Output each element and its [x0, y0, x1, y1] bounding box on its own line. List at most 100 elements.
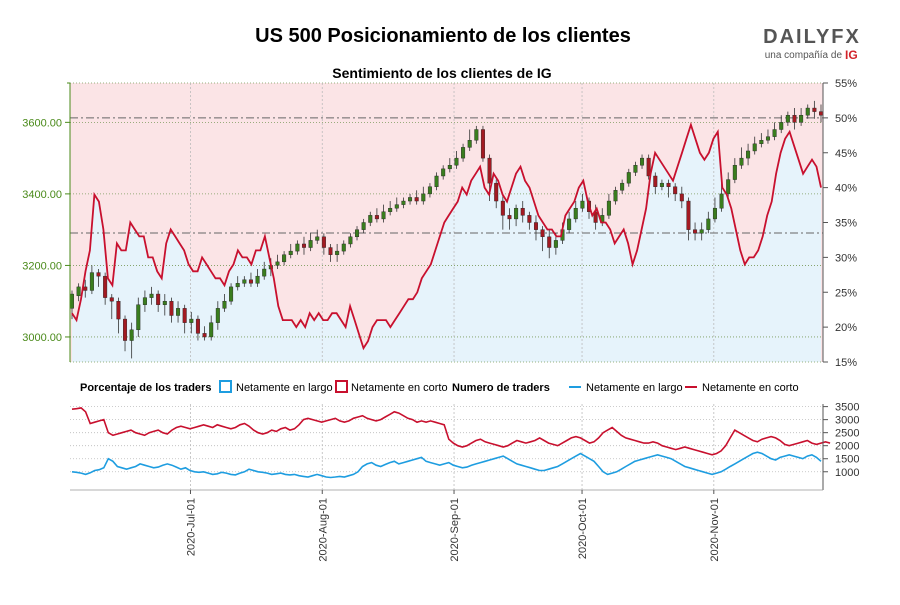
- x-tick-label: 2020-Jul-01: [185, 498, 197, 556]
- pct-tick-label: 40%: [835, 183, 857, 195]
- candle-body: [613, 190, 618, 202]
- candle-body: [222, 300, 227, 309]
- candle-body: [129, 329, 134, 341]
- traders-tick-label: 1000: [835, 467, 859, 479]
- candle-body: [295, 243, 300, 252]
- x-tick-label: 2020-Nov-01: [709, 498, 721, 562]
- candle-body: [301, 243, 306, 248]
- candle-body: [368, 215, 373, 223]
- candle-body: [123, 318, 128, 341]
- candle-body: [255, 275, 260, 284]
- candle-body: [765, 136, 770, 141]
- candle-body: [242, 279, 247, 284]
- x-tick-label: 2020-Sep-01: [449, 498, 461, 562]
- legend-label-long-count: Netamente en largo: [586, 382, 683, 394]
- candle-body: [706, 218, 711, 230]
- candle-body: [89, 272, 94, 291]
- x-tick-label: 2020-Oct-01: [577, 498, 589, 559]
- candle-body: [401, 200, 406, 205]
- pct-tick-label: 35%: [835, 218, 857, 230]
- candle-body: [388, 207, 393, 212]
- candle-body: [70, 293, 74, 309]
- candle-body: [553, 240, 558, 248]
- candle-body: [447, 165, 452, 170]
- candle-body: [461, 147, 466, 159]
- candle-body: [679, 193, 684, 202]
- candle-body: [739, 157, 744, 166]
- candle-body: [805, 107, 810, 116]
- candle-body: [752, 143, 757, 152]
- brand-tagline: una compañía de: [765, 50, 843, 61]
- candle-body: [454, 157, 459, 166]
- candle-body: [792, 114, 797, 123]
- pct-tick-label: 45%: [835, 148, 857, 160]
- candle-body: [209, 322, 214, 338]
- sentiment-line: [71, 121, 822, 351]
- pct-tick-label: 50%: [835, 113, 857, 125]
- candle-body: [421, 193, 426, 202]
- traders-short-line: [71, 407, 831, 456]
- candle-body: [202, 333, 207, 338]
- candle-body: [480, 129, 485, 159]
- traders-tick-label: 2000: [835, 441, 859, 453]
- candle-body: [215, 308, 220, 323]
- candle-body: [434, 175, 439, 187]
- chart-subtitle: Sentimiento de los clientes de IG: [332, 65, 551, 81]
- candle-body: [520, 207, 525, 216]
- candle-body: [328, 247, 333, 255]
- candle-body: [408, 197, 413, 202]
- candle-body: [315, 236, 320, 241]
- legend-label-short-pct: Netamente en corto: [351, 382, 448, 394]
- candle-body: [494, 182, 499, 202]
- legend-label-short-count: Netamente en corto: [702, 382, 799, 394]
- candle-body: [116, 300, 121, 320]
- candle-body: [580, 200, 585, 209]
- traders-tick-label: 3000: [835, 415, 859, 427]
- candle-body: [732, 165, 737, 180]
- brand-name: DAILYFX: [763, 26, 861, 48]
- legend-swatch-long-pct: [219, 380, 232, 393]
- price-tick-label: 3000.00: [22, 332, 62, 344]
- candle-body: [361, 222, 366, 230]
- pct-tick-label: 25%: [835, 287, 857, 299]
- candle-body: [381, 211, 386, 220]
- traders-long-line: [71, 451, 822, 479]
- candle-body: [142, 297, 147, 305]
- candle-body: [633, 165, 638, 173]
- candle-body: [182, 308, 187, 323]
- legend-title-percentage: Porcentaje de los traders: [80, 382, 211, 394]
- candle-body: [726, 179, 731, 195]
- candle-body: [640, 157, 645, 166]
- chart-title: US 500 Posicionamiento de los clientes: [255, 25, 631, 47]
- legend-swatch-short-pct: [335, 380, 348, 393]
- candle-body: [83, 286, 88, 291]
- candle-body: [799, 114, 804, 123]
- candle-body: [719, 193, 724, 209]
- candle-body: [785, 114, 790, 123]
- candle-body: [772, 129, 777, 137]
- candle-body: [653, 175, 658, 187]
- candle-body: [712, 207, 717, 220]
- pct-tick-label: 55%: [835, 78, 857, 90]
- candle-body: [812, 107, 817, 112]
- traders-tick-label: 1500: [835, 454, 859, 466]
- main-panel: 3000.00 3200.00 3400.00 3600.00 15% 20% 25% 30%…: [22, 78, 857, 369]
- candle-body: [156, 293, 161, 305]
- candle-body: [394, 204, 399, 209]
- pct-tick-label: 20%: [835, 322, 857, 334]
- candle-body: [626, 172, 631, 184]
- traders-tick-label: 2500: [835, 428, 859, 440]
- candle-body: [819, 111, 823, 116]
- x-tick-label: 2020-Aug-01: [317, 498, 329, 562]
- candle-body: [441, 168, 446, 177]
- candle-body: [374, 215, 379, 220]
- candle-body: [136, 304, 141, 331]
- pct-tick-label: 30%: [835, 252, 857, 264]
- legend-row: Porcentaje de los traders Netamente en l…: [80, 380, 799, 394]
- candle-body: [699, 229, 704, 234]
- candle-body: [262, 268, 267, 277]
- candle-body: [693, 229, 698, 234]
- candle-body: [308, 240, 313, 248]
- candle-body: [229, 286, 234, 302]
